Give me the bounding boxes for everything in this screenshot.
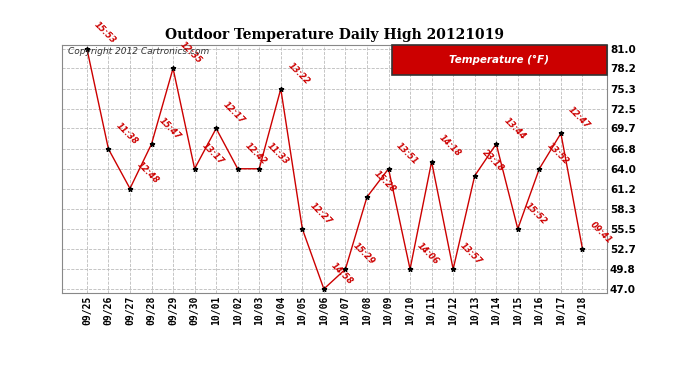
Text: 15:52: 15:52: [523, 201, 549, 226]
Text: 15:28: 15:28: [373, 169, 398, 194]
Point: [512, 226, 523, 232]
Point: [534, 166, 545, 172]
Text: 11:33: 11:33: [265, 141, 290, 166]
Text: 12:17: 12:17: [221, 100, 247, 126]
Point: [426, 159, 437, 165]
Point: [383, 166, 394, 172]
FancyBboxPatch shape: [392, 45, 607, 75]
Text: 23:18: 23:18: [480, 148, 506, 173]
Point: [124, 186, 135, 192]
Text: 13:22: 13:22: [286, 61, 312, 86]
Point: [318, 286, 329, 292]
Point: [469, 173, 480, 179]
Text: Temperature (°F): Temperature (°F): [449, 55, 549, 65]
Point: [189, 166, 200, 172]
Text: 15:29: 15:29: [351, 241, 376, 266]
Text: 12:27: 12:27: [308, 201, 333, 226]
Text: Copyright 2012 Cartronics.com: Copyright 2012 Cartronics.com: [68, 48, 209, 57]
Text: 15:53: 15:53: [92, 20, 118, 46]
Point: [81, 45, 92, 51]
Point: [275, 86, 286, 92]
Text: 12:35: 12:35: [179, 40, 204, 66]
Text: 15:47: 15:47: [157, 116, 182, 141]
Point: [232, 166, 243, 172]
Point: [340, 266, 351, 272]
Point: [210, 126, 221, 132]
Text: 12:48: 12:48: [135, 160, 161, 186]
Point: [448, 266, 459, 272]
Point: [555, 130, 566, 136]
Text: 13:17: 13:17: [200, 141, 226, 166]
Text: 14:18: 14:18: [437, 134, 462, 159]
Point: [404, 266, 415, 272]
Text: 12:47: 12:47: [566, 105, 592, 130]
Point: [168, 65, 179, 71]
Text: 12:42: 12:42: [244, 141, 268, 166]
Point: [297, 226, 308, 232]
Text: 13:52: 13:52: [545, 141, 570, 166]
Text: 13:44: 13:44: [502, 116, 527, 141]
Text: 13:51: 13:51: [394, 141, 420, 166]
Point: [254, 166, 265, 172]
Point: [577, 246, 588, 252]
Point: [146, 141, 157, 147]
Point: [362, 194, 373, 200]
Text: 13:57: 13:57: [459, 241, 484, 266]
Point: [103, 146, 114, 152]
Text: 11:38: 11:38: [114, 121, 139, 146]
Text: 09:41: 09:41: [588, 220, 613, 246]
Point: [491, 141, 502, 147]
Text: 14:06: 14:06: [415, 241, 441, 266]
Text: 14:58: 14:58: [329, 261, 355, 286]
Title: Outdoor Temperature Daily High 20121019: Outdoor Temperature Daily High 20121019: [165, 28, 504, 42]
